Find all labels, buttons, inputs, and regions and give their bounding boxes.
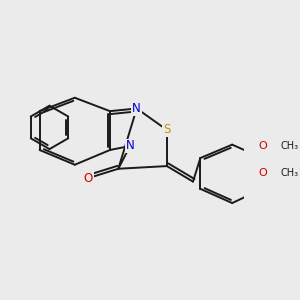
Text: O: O [83, 172, 93, 184]
Text: CH₃: CH₃ [280, 168, 298, 178]
Text: N: N [132, 102, 141, 115]
Text: CH₃: CH₃ [280, 141, 298, 151]
Text: O: O [258, 141, 267, 151]
Text: S: S [163, 123, 171, 136]
Text: O: O [258, 168, 267, 178]
Text: N: N [126, 140, 134, 152]
